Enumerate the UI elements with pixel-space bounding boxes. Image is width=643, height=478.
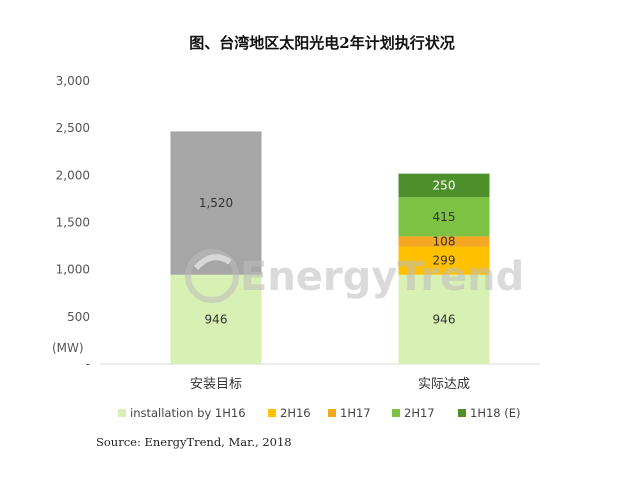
bars [170, 131, 490, 364]
data-label: 108 [433, 234, 456, 248]
x-tick-label: 安装目标 [190, 377, 242, 392]
bar-segment [398, 173, 490, 198]
legend: installation by 1H16 2H16 1H17 2H17 1H18 (E) [118, 406, 521, 420]
data-labels: 946 1,520 946 299 108 415 250 [199, 178, 456, 326]
legend-swatch [458, 409, 466, 417]
bar-segment [170, 274, 262, 364]
legend-label: 2H17 [404, 406, 435, 420]
legend-label: installation by 1H16 [130, 406, 246, 420]
y-tick-label: 2,500 [56, 121, 90, 135]
legend-swatch [118, 409, 126, 417]
y-tick-label: 1,000 [56, 263, 90, 277]
legend-swatch [268, 409, 276, 417]
legend-swatch [392, 409, 400, 417]
bar-segment [398, 274, 490, 364]
data-label: 946 [433, 312, 456, 326]
y-axis-unit: (MW) [52, 341, 84, 355]
energytrend-logo-icon [185, 249, 239, 303]
chart-title: 图、台湾地区太阳光电2年计划执行状况 [189, 34, 454, 52]
legend-label: 1H17 [340, 406, 371, 420]
category-labels: 安装目标 实际达成 [190, 377, 470, 392]
y-tick-label: 500 [67, 310, 90, 324]
y-tick-label: 1,500 [56, 216, 90, 230]
y-tick-label: 3,000 [56, 74, 90, 88]
data-label: 946 [205, 312, 228, 326]
legend-label: 2H16 [280, 406, 311, 420]
data-label: 415 [433, 210, 456, 224]
data-label: 1,520 [199, 196, 233, 210]
legend-swatch [328, 409, 336, 417]
data-label: 250 [433, 178, 456, 192]
y-tick-label: - [86, 357, 90, 371]
bar-segment [398, 197, 490, 237]
source-note: Source: EnergyTrend, Mar., 2018 [96, 435, 292, 449]
bar-segment [398, 236, 490, 247]
y-tick-label: 2,000 [56, 168, 90, 182]
data-label: 299 [433, 254, 456, 268]
legend-label: 1H18 (E) [470, 406, 521, 420]
watermark: EnergyTrend [185, 249, 524, 303]
watermark-text: EnergyTrend [240, 254, 524, 300]
bar-segment [398, 246, 490, 275]
x-tick-label: 实际达成 [418, 377, 470, 392]
